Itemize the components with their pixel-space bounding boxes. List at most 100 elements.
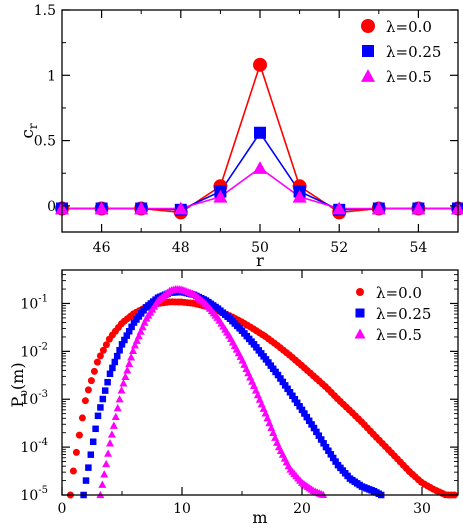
- top-series-1-point: [254, 126, 266, 139]
- bottom-series-1-point: [296, 403, 303, 410]
- bottom-series-1-point: [87, 451, 95, 458]
- bottom-chart-axes: 0 10 20 30 10-5 10-4 10-3 10-2 10-1: [20, 269, 458, 517]
- bottom-series-1-point: [277, 375, 284, 382]
- bottom-series-2-point: [125, 359, 134, 367]
- bottom-y-tick-label: 10-1: [20, 293, 48, 312]
- bottom-legend-entry: λ=0.25: [355, 305, 431, 323]
- bottom-series-1-point: [121, 336, 128, 344]
- bottom-series-1-point: [327, 451, 335, 458]
- bottom-series-1-point: [325, 447, 332, 454]
- top-series-0-point: [253, 57, 267, 72]
- bottom-y-tick-label: 10-5: [20, 485, 48, 504]
- bottom-series-2-point: [113, 403, 122, 412]
- top-chart-axes: 46 48 50 52 54 0 0.5 1 1.5: [34, 3, 459, 256]
- bottom-series-2-point: [319, 490, 328, 498]
- bottom-series-1-point: [320, 440, 327, 447]
- top-legend-entry: λ=0.5: [361, 68, 432, 86]
- top-series-2-point: [292, 189, 307, 203]
- top-series-2-point: [94, 201, 109, 215]
- top-series-2-point: [371, 201, 386, 215]
- bottom-y-tick-label: 10-2: [20, 341, 48, 360]
- top-legend-label: λ=0.5: [386, 68, 432, 86]
- bottom-chart-marks: [66, 285, 458, 499]
- top-y-axis-label-main: c: [18, 129, 38, 139]
- bottom-series-0-point: [78, 414, 86, 422]
- bottom-series-1-point: [116, 346, 123, 354]
- bottom-series-2-point: [109, 421, 118, 429]
- bottom-series-1-point: [329, 454, 337, 462]
- top-series-2-point: [253, 161, 267, 174]
- bottom-series-1-point: [101, 387, 109, 394]
- bottom-series-0-point: [84, 386, 92, 394]
- top-y-tick-label: 1.5: [34, 3, 56, 19]
- bottom-series-1-point: [279, 378, 287, 386]
- bottom-legend-label: λ=0.25: [376, 305, 431, 323]
- bottom-series-2-point: [104, 449, 113, 457]
- bottom-series-1-point: [106, 370, 114, 378]
- bottom-series-1-point: [111, 358, 119, 366]
- bottom-series-0-point: [72, 448, 80, 456]
- bottom-series-1-point: [123, 332, 131, 339]
- bottom-series-1-point: [85, 464, 92, 471]
- bottom-series-2-point: [138, 322, 147, 331]
- bottom-series-0-point: [69, 467, 77, 475]
- bottom-series-0-point: [102, 341, 110, 349]
- top-x-tick-label: 50: [251, 240, 269, 256]
- top-y-tick-label: 1: [47, 68, 56, 84]
- bottom-series-1-point: [94, 412, 102, 420]
- bottom-y-axis-label-suffix: (m): [8, 362, 27, 390]
- bottom-series-1-point: [125, 328, 133, 335]
- bottom-series-2-point: [134, 332, 143, 340]
- bottom-series-1-point: [118, 341, 126, 348]
- bottom-series-2-point: [98, 480, 107, 488]
- bottom-legend-label: λ=0.5: [376, 326, 422, 344]
- bottom-series-2-point: [140, 318, 149, 326]
- bottom-series-1-point: [315, 432, 323, 439]
- bottom-legend-entry: λ=0.5: [354, 326, 422, 344]
- top-legend-marker: [361, 19, 375, 33]
- bottom-series-2-point: [121, 372, 130, 380]
- bottom-series-1-point: [286, 388, 294, 396]
- bottom-series-0-point: [90, 367, 98, 375]
- top-chart-marks: [55, 57, 463, 220]
- bottom-x-tick-label: 30: [413, 501, 431, 517]
- bottom-series-2-point: [132, 336, 141, 344]
- bottom-series-2-point: [111, 412, 120, 421]
- bottom-series-1-point: [322, 443, 330, 451]
- top-y-tick-label: 0: [47, 199, 56, 215]
- top-x-tick-label: 48: [172, 240, 190, 256]
- bottom-series-2-point: [100, 470, 109, 478]
- bottom-legend-marker: [356, 288, 364, 296]
- bottom-series-0-point: [87, 377, 95, 385]
- top-series-2-point: [451, 201, 463, 215]
- top-series-2-point: [173, 201, 188, 215]
- bottom-series-2-point: [129, 346, 138, 354]
- top-y-axis-label-sub: r: [26, 123, 40, 129]
- bottom-y-tick-label: 10-3: [20, 389, 48, 408]
- bottom-series-0-point: [75, 431, 83, 439]
- bottom-x-tick-label: 0: [58, 501, 67, 517]
- bottom-x-axis-label: m: [252, 508, 267, 527]
- bottom-series-2-point: [107, 430, 116, 438]
- top-legend-label: λ=0.0: [386, 18, 432, 36]
- bottom-series-2-point: [102, 459, 111, 468]
- bottom-legend-label: λ=0.0: [376, 284, 422, 302]
- bottom-y-axis-label-main: P: [8, 397, 27, 408]
- bottom-series-0-point: [96, 352, 104, 360]
- bottom-chart-legend: λ=0.0 λ=0.25 λ=0.5: [354, 284, 431, 344]
- top-series-2-point: [134, 201, 149, 215]
- top-legend-label: λ=0.25: [386, 43, 441, 61]
- bottom-series-1-point: [303, 413, 311, 421]
- bottom-series-1-point: [113, 352, 121, 360]
- bottom-y-axis-label: Pυ(m): [8, 362, 30, 407]
- bottom-series-1-point: [289, 392, 296, 400]
- top-legend-marker: [362, 45, 374, 57]
- bottom-series-1-point: [92, 425, 99, 433]
- bottom-series-1-point: [104, 378, 111, 386]
- bottom-series-1-point: [293, 399, 301, 407]
- bottom-series-1-point: [310, 424, 318, 432]
- bottom-series-1-point: [97, 404, 104, 411]
- top-series-2-point: [332, 201, 347, 215]
